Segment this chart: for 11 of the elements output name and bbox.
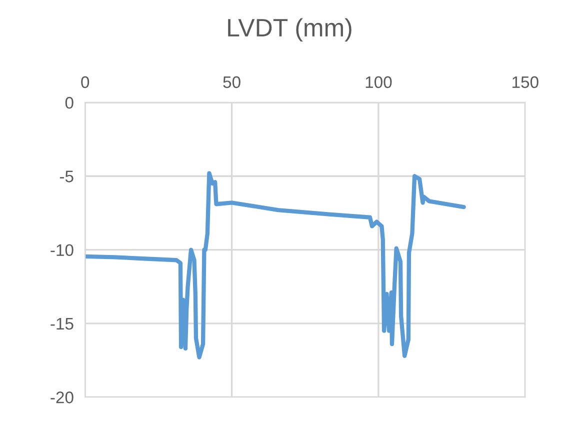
x-tick-label: 150 <box>512 76 538 88</box>
x-tick-label: 50 <box>223 76 240 88</box>
x-tick-label: 0 <box>81 76 90 88</box>
y-tick-label: -15 <box>50 318 74 330</box>
x-tick-label: 100 <box>366 76 392 88</box>
y-tick-label: -5 <box>60 170 74 182</box>
y-tick-label: -20 <box>50 392 74 404</box>
y-tick-label: 0 <box>65 96 74 109</box>
line-series <box>85 171 466 360</box>
y-tick-label: -10 <box>50 244 74 256</box>
chart-title: LVDT (mm) <box>228 18 352 42</box>
